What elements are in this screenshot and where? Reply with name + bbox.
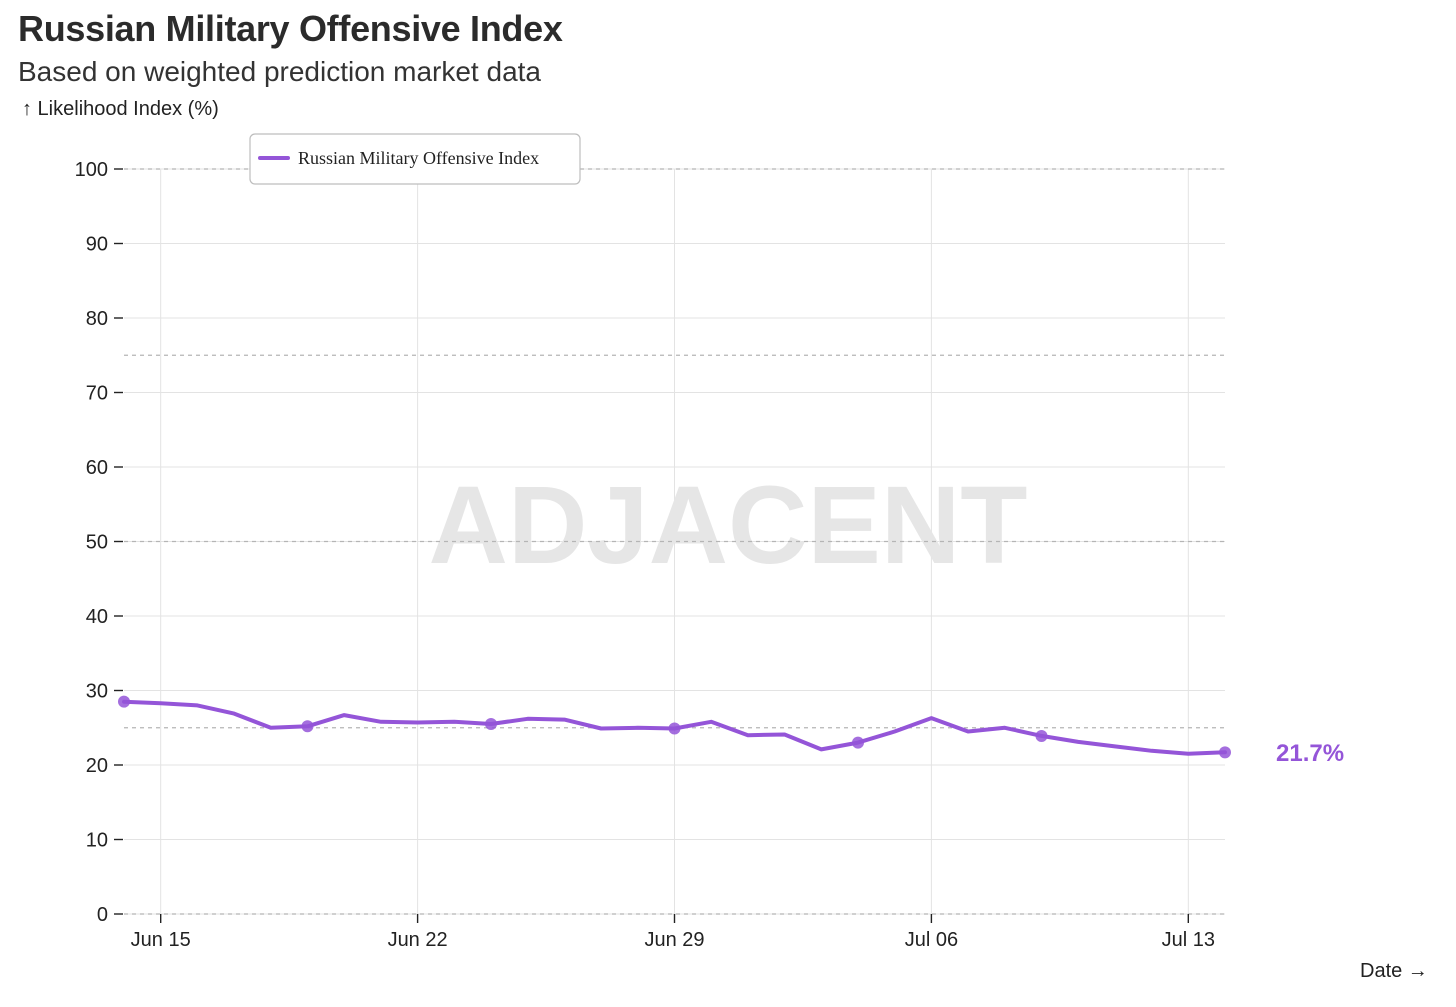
legend: Russian Military Offensive Index [249,133,581,185]
x-tick-label: Jun 22 [388,929,448,951]
data-point [1035,729,1048,742]
axes: 0 10 20 30 40 50 60 70 80 90 100 Jun 15 Jun 22 Jun 29… [75,159,1215,951]
data-point [485,718,497,731]
series [118,695,1231,759]
data-point [118,695,130,708]
data-point [1219,746,1231,759]
x-axis-label: Date → [1360,960,1428,982]
data-point [301,720,314,733]
chart-title: Russian Military Offensive Index [18,8,563,49]
y-tick-label: 0 [97,904,108,926]
y-tick-label: 50 [86,532,108,554]
legend-box [249,133,581,185]
y-tick-label: 100 [75,159,108,181]
x-tick-label: Jun 15 [131,929,191,951]
grid [124,168,1225,915]
x-tick-label: Jun 29 [644,929,704,951]
y-tick-label: 80 [86,308,108,330]
watermark-text: ADJACENT [429,464,1028,587]
x-tick-label: Jul 06 [905,929,958,951]
x-tick-label: Jul 13 [1162,929,1215,951]
y-tick-label: 10 [86,830,108,852]
y-axis-label: ↑ Likelihood Index (%) [22,98,219,120]
chart-subtitle: Based on weighted prediction market data [18,56,541,87]
data-point [668,722,681,735]
y-tick-label: 20 [86,755,108,777]
data-point [852,736,864,749]
legend-label: Russian Military Offensive Index [298,148,539,168]
y-tick-label: 40 [86,606,108,628]
y-tick-label: 90 [86,234,108,256]
y-tick-label: 70 [86,383,108,405]
y-tick-label: 60 [86,457,108,479]
y-tick-label: 30 [86,681,108,703]
end-value-label: 21.7% [1276,740,1344,767]
